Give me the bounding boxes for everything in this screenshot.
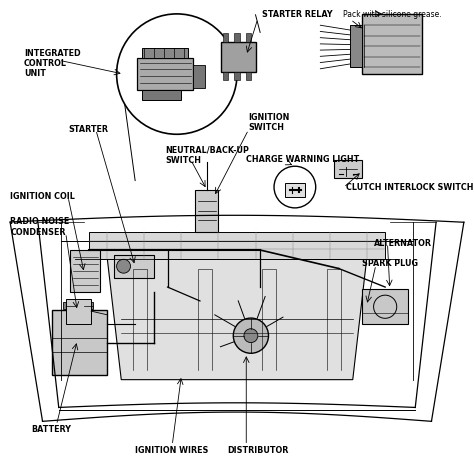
Text: Pack with silicone grease.: Pack with silicone grease.	[344, 10, 442, 19]
Bar	[142, 90, 182, 100]
Text: CLUTCH INTERLOCK SWITCH: CLUTCH INTERLOCK SWITCH	[346, 183, 474, 192]
Bar	[195, 190, 219, 232]
Bar	[52, 310, 107, 375]
Text: INTEGRATED
CONTROL
UNIT: INTEGRATED CONTROL UNIT	[24, 49, 81, 78]
Bar	[362, 14, 422, 74]
Text: IGNITION COIL: IGNITION COIL	[10, 192, 75, 201]
Text: STARTER: STARTER	[68, 125, 108, 134]
Text: BATTERY: BATTERY	[31, 425, 71, 434]
Bar	[285, 183, 305, 197]
Text: DISTRIBUTOR: DISTRIBUTOR	[228, 445, 289, 455]
Text: ALTERNATOR: ALTERNATOR	[374, 238, 432, 248]
Bar	[82, 302, 93, 309]
Polygon shape	[89, 232, 385, 259]
Bar	[246, 33, 251, 42]
Text: RADIO NOISE
CONDENSER: RADIO NOISE CONDENSER	[10, 217, 69, 237]
Text: CHARGE WARNING LIGHT: CHARGE WARNING LIGHT	[246, 155, 359, 164]
Circle shape	[117, 259, 130, 273]
Bar	[246, 72, 251, 80]
Bar	[334, 160, 362, 178]
Bar	[350, 25, 362, 67]
Bar	[114, 255, 154, 278]
Circle shape	[233, 318, 268, 353]
Bar	[142, 48, 188, 58]
Bar	[234, 72, 240, 80]
Bar	[223, 72, 228, 80]
Bar	[193, 65, 205, 88]
Text: NEUTRAL/BACK-UP
SWITCH: NEUTRAL/BACK-UP SWITCH	[165, 145, 249, 165]
Bar	[221, 42, 255, 72]
Bar	[362, 289, 408, 324]
Bar	[223, 33, 228, 42]
Text: IGNITION WIRES: IGNITION WIRES	[135, 445, 209, 455]
Text: SPARK PLUG: SPARK PLUG	[362, 259, 418, 269]
Bar	[66, 299, 91, 324]
Circle shape	[244, 329, 258, 343]
Polygon shape	[107, 259, 367, 380]
Bar	[64, 302, 75, 309]
Bar	[70, 250, 100, 292]
Bar	[137, 58, 193, 90]
Text: IGNITION
SWITCH: IGNITION SWITCH	[248, 113, 290, 132]
Bar	[234, 33, 240, 42]
Text: STARTER RELAY: STARTER RELAY	[263, 10, 333, 19]
